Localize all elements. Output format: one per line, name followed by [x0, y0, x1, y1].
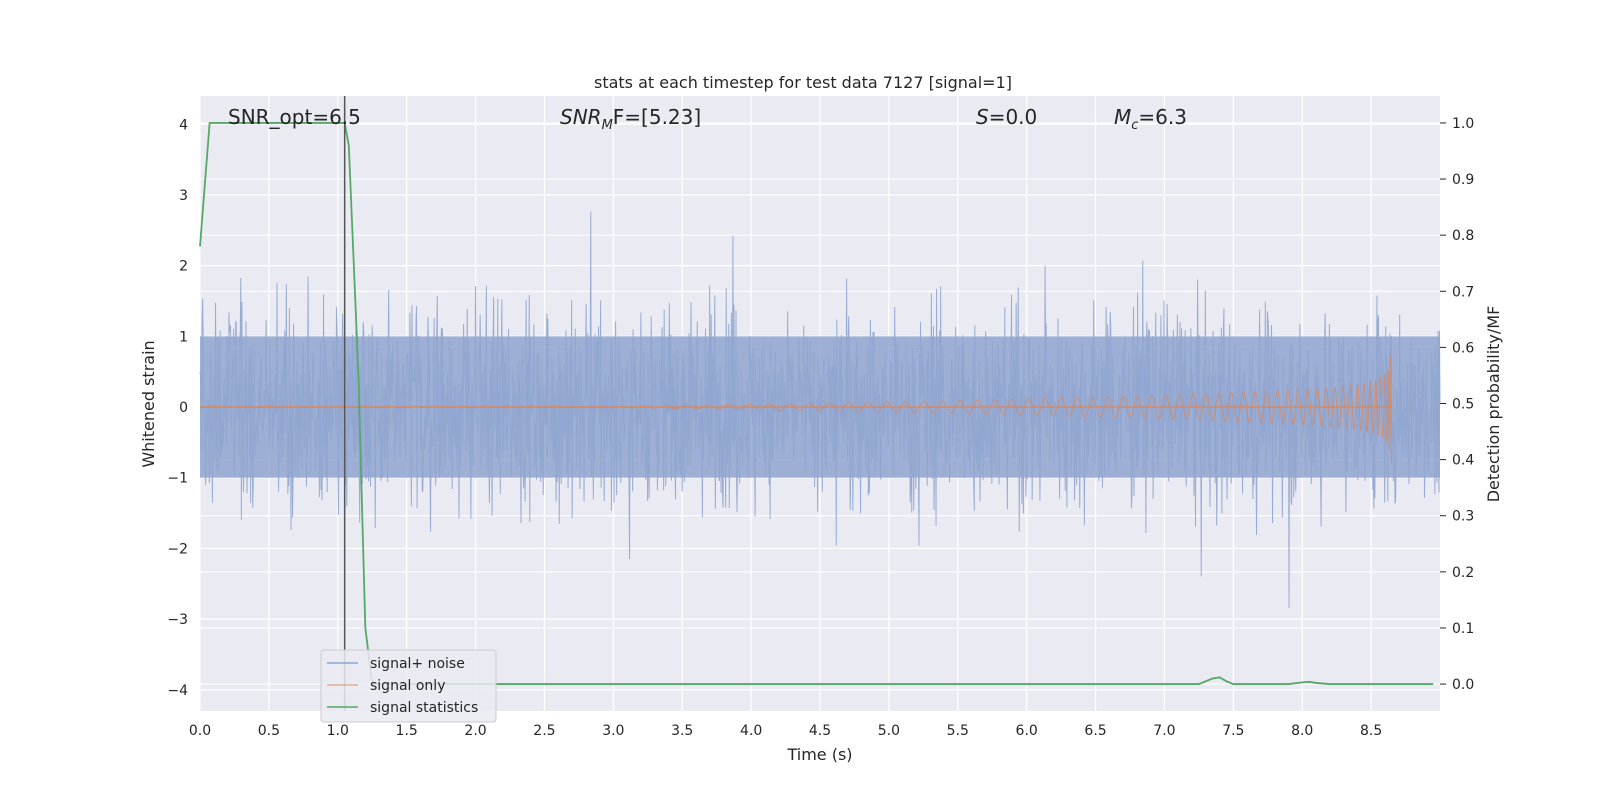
y-tick-label: 3 [179, 188, 188, 204]
y2-tick-label: 0.3 [1452, 509, 1474, 525]
y2-axis-ticks: 0.0 0.1 0.2 0.3 0.4 0.5 0.6 0.7 0.8 0.9 1.0 [1440, 116, 1474, 693]
y-tick-label: −2 [167, 541, 188, 557]
x-tick-label: 5.0 [878, 723, 900, 739]
x-tick-label: 0.5 [258, 723, 280, 739]
legend-box [320, 649, 497, 723]
snr-mf-subscript: M [602, 118, 613, 133]
y2-tick-label: 0.9 [1452, 172, 1474, 188]
y-tick-label: −3 [167, 612, 188, 628]
mc-value: =6.3 [1138, 105, 1187, 129]
legend-label-stats: signal statistics [370, 700, 478, 716]
y-tick-label: 0 [179, 400, 188, 416]
x-tick-label: 5.5 [947, 723, 969, 739]
y-axis-label: Whitened strain [139, 340, 158, 467]
x-tick-label: 7.5 [1222, 723, 1244, 739]
x-tick-label: 4.5 [809, 723, 831, 739]
x-tick-label: 8.0 [1291, 723, 1313, 739]
legend-label-signal: signal only [370, 678, 445, 694]
y2-axis-label: Detection probability/MF [1484, 306, 1503, 503]
x-axis-ticks: 0.0 0.5 1.0 1.5 2.0 2.5 3.0 3.5 4.0 4.5 5.0 5.5 6.0 6… [189, 723, 1382, 739]
annotation-snr-mf: SNRMF=[5.23] [560, 105, 701, 133]
x-tick-label: 2.0 [464, 723, 486, 739]
annotation-snr-opt: SNR_opt=6.5 [228, 105, 361, 129]
stats-line [199, 122, 1434, 685]
y-tick-label: 4 [179, 117, 188, 133]
y2-tick-label: 0.2 [1452, 565, 1474, 581]
x-tick-label: 2.5 [533, 723, 555, 739]
x-axis-label: Time (s) [786, 745, 852, 764]
s-value: =0.0 [989, 105, 1038, 129]
snr-mf-suffix: F=[5.23] [613, 105, 701, 129]
x-tick-label: 1.5 [396, 723, 418, 739]
y2-tick-label: 0.6 [1452, 340, 1474, 356]
x-tick-label: 6.5 [1084, 723, 1106, 739]
x-tick-label: 7.0 [1153, 723, 1175, 739]
chart-title: stats at each timestep for test data 712… [594, 73, 1012, 92]
mc-label: M [1114, 105, 1131, 129]
y2-tick-label: 0.7 [1452, 284, 1474, 300]
x-tick-label: 1.0 [327, 723, 349, 739]
y2-tick-label: 0.4 [1452, 453, 1474, 469]
y-tick-label: 1 [179, 329, 188, 345]
y2-tick-label: 0.8 [1452, 228, 1474, 244]
annotation-mc: Mc=6.3 [1114, 105, 1187, 133]
x-tick-label: 6.0 [1016, 723, 1038, 739]
mc-subscript: c [1131, 118, 1138, 133]
y2-tick-label: 0.1 [1452, 621, 1474, 637]
x-tick-label: 3.5 [671, 723, 693, 739]
y-tick-label: −1 [167, 471, 188, 487]
x-tick-label: 3.0 [602, 723, 624, 739]
series-signal-only [199, 355, 1393, 464]
y-axis-ticks: −4 −3 −2 −1 0 1 2 3 4 [167, 117, 188, 699]
y2-tick-label: 0.5 [1452, 397, 1474, 413]
legend: signal+ noise signal only signal statist… [320, 649, 497, 723]
y-tick-label: 2 [179, 259, 188, 275]
snr-mf-prefix: SNR [560, 105, 602, 129]
y2-tick-label: 1.0 [1452, 116, 1474, 132]
x-tick-label: 0.0 [189, 723, 211, 739]
x-tick-label: 4.0 [740, 723, 762, 739]
y-tick-label: −4 [167, 683, 188, 699]
legend-label-noise: signal+ noise [370, 656, 465, 672]
x-tick-label: 8.5 [1360, 723, 1382, 739]
annotation-s: S=0.0 [976, 105, 1037, 129]
s-label: S [976, 105, 989, 129]
series-signal-statistics [199, 122, 1434, 685]
y2-tick-label: 0.0 [1452, 677, 1474, 693]
